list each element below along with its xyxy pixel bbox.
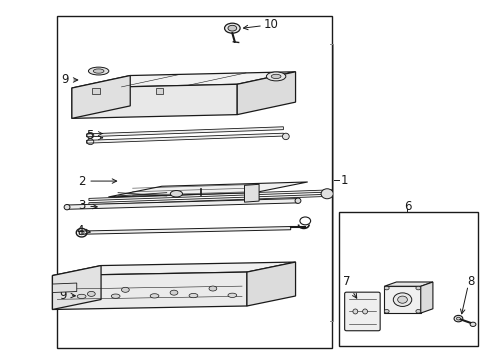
Polygon shape [108, 182, 307, 197]
Ellipse shape [93, 69, 104, 73]
Ellipse shape [392, 293, 411, 306]
Ellipse shape [88, 67, 109, 75]
Polygon shape [72, 72, 295, 88]
Ellipse shape [384, 310, 388, 313]
Text: 2: 2 [78, 175, 117, 188]
Polygon shape [52, 272, 246, 310]
Polygon shape [86, 133, 283, 143]
Ellipse shape [111, 294, 120, 298]
Text: 9: 9 [61, 73, 78, 86]
Ellipse shape [456, 317, 459, 320]
Ellipse shape [227, 25, 236, 31]
Ellipse shape [294, 198, 300, 203]
Polygon shape [246, 262, 295, 306]
Ellipse shape [362, 309, 367, 314]
Polygon shape [86, 127, 283, 137]
Ellipse shape [397, 296, 407, 303]
Polygon shape [89, 194, 331, 205]
Text: 5: 5 [86, 129, 94, 142]
Ellipse shape [453, 315, 462, 322]
Ellipse shape [77, 294, 86, 298]
Text: 8: 8 [466, 275, 473, 288]
Ellipse shape [415, 286, 420, 290]
Bar [339, 212, 477, 346]
Polygon shape [244, 184, 259, 202]
Polygon shape [420, 282, 432, 313]
Ellipse shape [266, 72, 285, 81]
FancyBboxPatch shape [344, 292, 379, 331]
Text: 7: 7 [342, 275, 356, 298]
Polygon shape [384, 282, 432, 286]
Text: 3: 3 [78, 199, 97, 212]
Polygon shape [67, 199, 297, 209]
Bar [384, 286, 420, 313]
Ellipse shape [189, 293, 198, 298]
Ellipse shape [271, 74, 281, 78]
Ellipse shape [170, 190, 182, 197]
Polygon shape [52, 262, 295, 275]
Polygon shape [89, 190, 331, 201]
Text: 4: 4 [76, 224, 90, 237]
Ellipse shape [384, 286, 388, 290]
Polygon shape [79, 226, 290, 234]
Polygon shape [67, 294, 276, 304]
Bar [57, 16, 331, 348]
Polygon shape [72, 84, 237, 118]
Bar [92, 88, 100, 94]
Text: 10: 10 [264, 18, 278, 31]
Ellipse shape [121, 287, 129, 292]
Ellipse shape [150, 294, 159, 298]
Ellipse shape [352, 309, 357, 314]
Ellipse shape [224, 23, 240, 33]
Polygon shape [52, 266, 101, 310]
Ellipse shape [208, 286, 216, 291]
Text: 1: 1 [340, 174, 347, 186]
Ellipse shape [64, 204, 70, 210]
Ellipse shape [469, 322, 475, 327]
Text: 9: 9 [59, 288, 75, 302]
Ellipse shape [87, 291, 95, 296]
Polygon shape [52, 283, 77, 293]
Polygon shape [237, 72, 295, 114]
Ellipse shape [170, 290, 178, 295]
Text: 6: 6 [403, 200, 410, 213]
Ellipse shape [227, 293, 236, 297]
Bar [155, 88, 163, 94]
Polygon shape [72, 76, 130, 118]
Ellipse shape [282, 133, 288, 140]
Ellipse shape [415, 310, 420, 313]
Ellipse shape [321, 189, 332, 199]
